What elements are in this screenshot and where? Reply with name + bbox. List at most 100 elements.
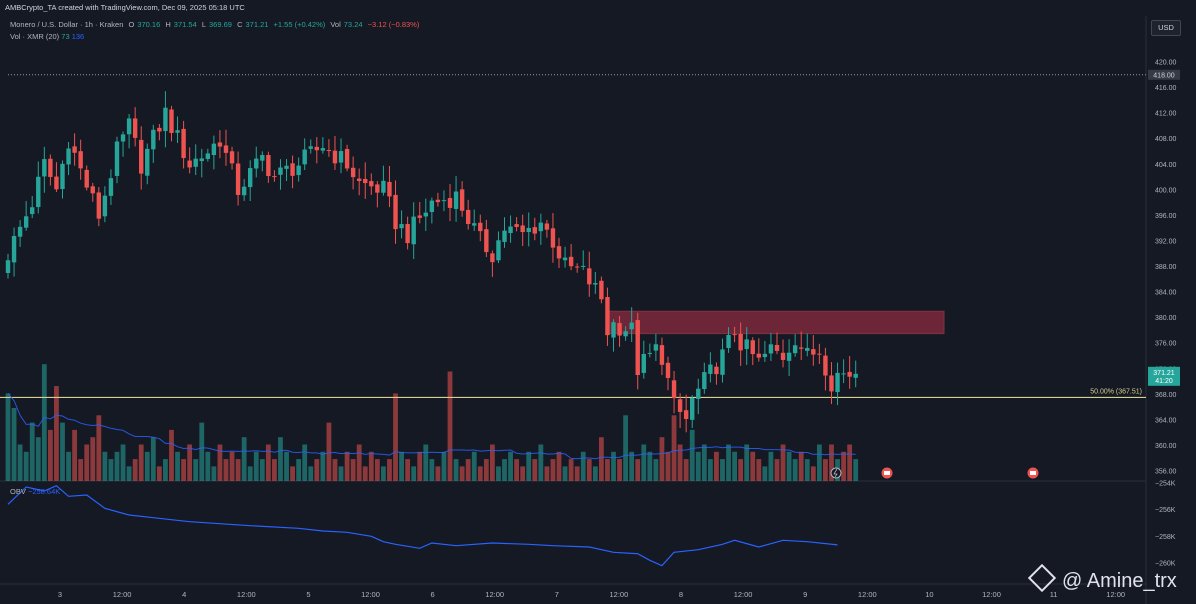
current-price-tag	[1148, 366, 1180, 386]
open-label: O	[128, 20, 135, 29]
volume-bar	[156, 466, 162, 481]
candle-body	[514, 224, 519, 227]
candle-body	[175, 130, 180, 133]
volume-bar	[223, 459, 229, 481]
volume-bar	[695, 451, 701, 481]
candle-body	[574, 266, 580, 268]
candle-body	[5, 260, 11, 273]
volume-bar	[544, 466, 550, 481]
x-tick-label: 12:00	[113, 590, 132, 599]
volume-bar	[362, 466, 368, 481]
volume-bar	[762, 466, 768, 481]
candle-body	[581, 265, 586, 267]
volume-bar	[41, 364, 47, 481]
candle-body	[356, 178, 362, 182]
candle-body	[278, 167, 283, 175]
us-flag-event-icon	[1027, 467, 1039, 479]
x-tick-label: 12:00	[361, 590, 380, 599]
volume-bar	[66, 451, 71, 481]
volume-bar	[605, 459, 610, 481]
x-tick-label: 12:00	[858, 590, 877, 599]
watermark-text: @ Amine_trx	[1062, 570, 1177, 592]
volume-bar	[750, 451, 756, 481]
axes: 356.00 360.00 364.00 368.00 372.00 376.00 380.…	[58, 60, 1180, 599]
y-tick-label: 396.00	[1155, 213, 1177, 220]
lightning-glyph	[833, 468, 838, 478]
candle-body	[114, 141, 120, 176]
candle-body	[605, 297, 610, 336]
candle-body	[750, 340, 755, 355]
volume-bar	[659, 437, 665, 481]
candle-body	[314, 146, 320, 151]
candle-body	[453, 191, 459, 209]
candle-body	[42, 159, 47, 177]
volume-bar	[847, 444, 853, 481]
volume-bar	[792, 459, 798, 481]
resistance-zone-layer	[608, 310, 945, 335]
candle-body	[266, 154, 271, 177]
volume-bar	[332, 459, 338, 481]
volume-indicator-value2: 136	[71, 32, 85, 41]
y-tick-label: 380.00	[1155, 315, 1177, 322]
candle-body	[702, 372, 707, 390]
volume-bar	[187, 444, 193, 481]
symbol-name[interactable]: Monero / U.S. Dollar · 1h · Kraken	[10, 20, 124, 29]
candle-body	[738, 333, 743, 351]
close-value: 371.21	[245, 20, 269, 29]
candle-body	[623, 331, 628, 337]
x-tick-label: 4	[182, 590, 186, 599]
author-watermark: @ Amine_trx	[1027, 563, 1177, 593]
volume-bar	[671, 415, 677, 481]
candle-body	[732, 334, 737, 336]
volume-bar	[568, 459, 574, 481]
candle-body	[260, 154, 265, 161]
volume-bar	[356, 444, 362, 481]
volume-bar	[617, 459, 622, 481]
candle-body	[768, 344, 774, 354]
candle-body	[108, 178, 114, 196]
volume-bar	[308, 466, 314, 481]
volume-bar	[163, 459, 168, 481]
x-tick-label: 9	[803, 590, 807, 599]
volume-bar	[732, 451, 737, 481]
volume-bar	[284, 451, 289, 481]
level-418-label: 418.00	[1153, 72, 1175, 79]
volume-bar	[707, 459, 713, 481]
volume-bar	[150, 437, 156, 481]
candle-body	[84, 169, 89, 188]
volume-bar	[290, 466, 295, 481]
volume-bar	[556, 451, 562, 481]
volume-bar	[72, 429, 78, 481]
candle-body	[157, 127, 162, 132]
candle-body	[490, 253, 495, 263]
volume-bar	[465, 459, 471, 481]
y-tick-label: 360.00	[1155, 443, 1177, 450]
candle-body	[841, 373, 846, 375]
volume-bar	[502, 459, 507, 481]
candle-body	[211, 143, 217, 155]
volume-bar	[714, 451, 719, 481]
obv-label[interactable]: OBV	[10, 487, 26, 496]
currency-button[interactable]: USD	[1151, 20, 1181, 36]
candle-body	[417, 215, 422, 218]
volume-bar	[54, 386, 59, 481]
volume-bar	[114, 451, 120, 481]
volume-indicator-name[interactable]: Vol · XMR (20)	[10, 32, 60, 41]
candle-body	[714, 366, 719, 375]
volume-bar	[132, 459, 138, 481]
candle-body	[423, 212, 428, 217]
volume-bar	[265, 444, 271, 481]
volume-bar	[701, 444, 707, 481]
candle-body	[272, 176, 277, 178]
volume-bar	[320, 451, 326, 481]
volume-bar	[241, 437, 247, 481]
volume-bar	[102, 451, 108, 481]
volume-bar	[302, 444, 308, 481]
volume-bar	[623, 415, 629, 481]
volume-bar	[459, 466, 465, 481]
x-tick-label: 5	[306, 590, 310, 599]
candle-body	[811, 349, 816, 355]
volume-bar	[665, 451, 671, 481]
volume-bar	[60, 422, 65, 481]
